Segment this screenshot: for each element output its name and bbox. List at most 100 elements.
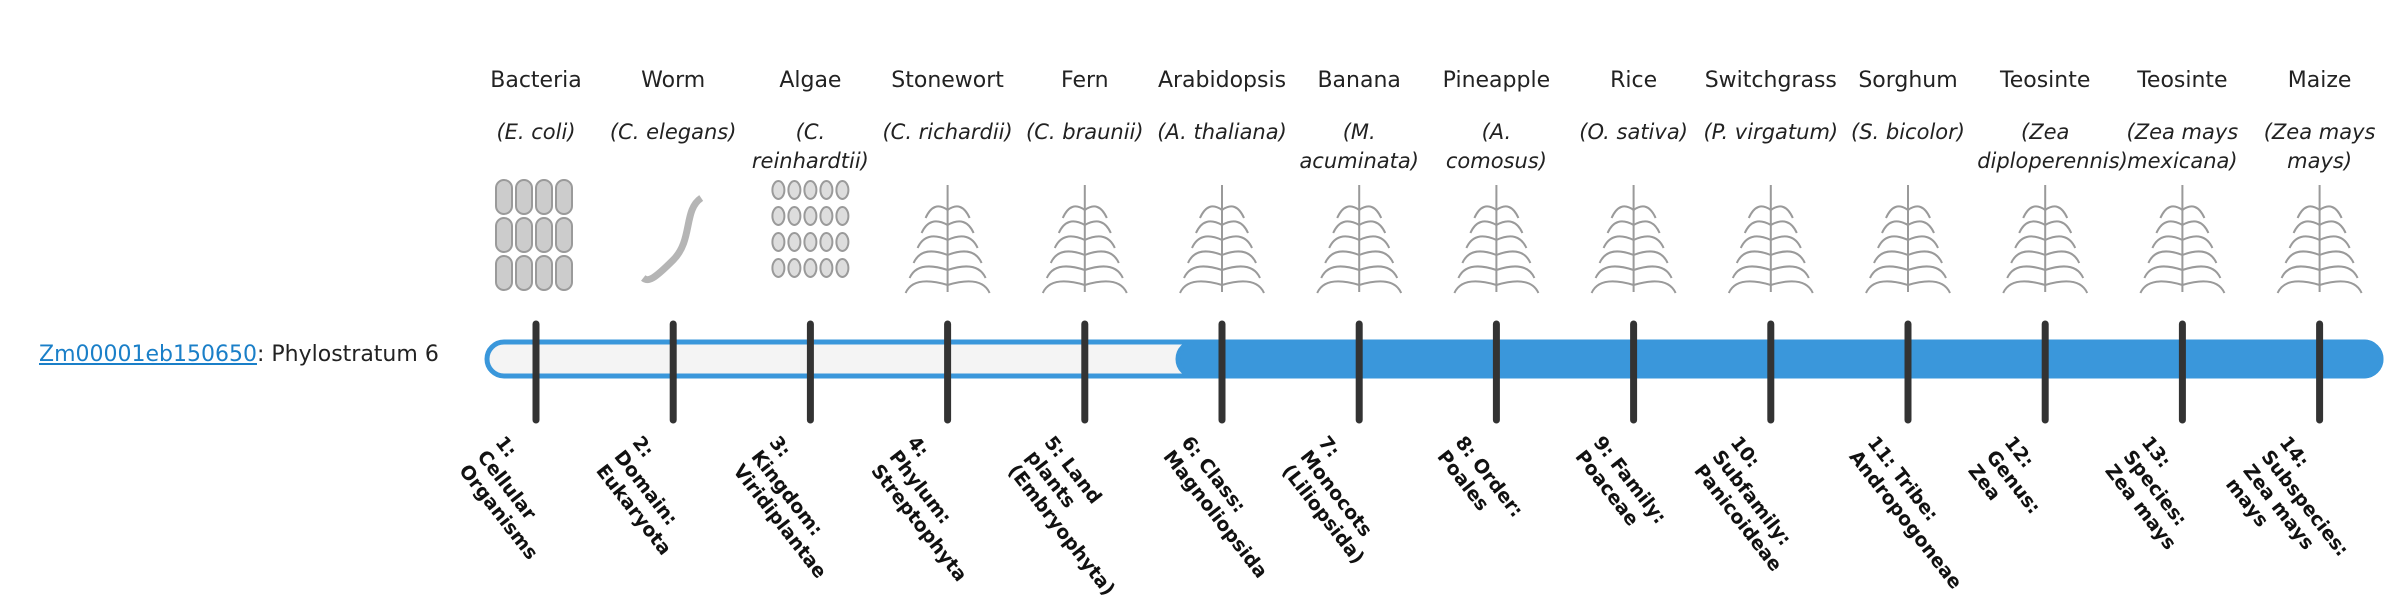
leaf <box>2044 280 2089 294</box>
organism-image <box>495 179 573 291</box>
leaf <box>2319 235 2351 249</box>
leaf <box>2182 250 2218 264</box>
leaf <box>2006 265 2046 279</box>
taxon-name: Bacteria <box>490 68 582 93</box>
leaf <box>1057 220 1086 234</box>
leaf <box>1907 220 1935 234</box>
leaf <box>1084 250 1120 264</box>
cell <box>803 206 818 226</box>
leaf <box>1743 220 1772 234</box>
leaf <box>1590 280 1634 294</box>
leaf <box>1633 250 1669 264</box>
leaf <box>1316 280 1360 294</box>
organism-image <box>1179 185 1265 294</box>
leaf <box>1633 280 1677 294</box>
leaf <box>1594 265 1634 279</box>
leaf <box>1731 265 1772 279</box>
taxon-species: (C. richardii) <box>882 120 1013 144</box>
cell <box>495 179 513 215</box>
leaf <box>2319 265 2359 279</box>
leaf <box>2044 265 2085 279</box>
leaf <box>2276 280 2320 294</box>
taxon-name: Switchgrass <box>1704 68 1837 93</box>
leaf <box>1328 235 1360 249</box>
leaf <box>1358 280 1403 294</box>
gene-link[interactable]: Zm00001eb150650 <box>39 342 257 367</box>
leaf <box>1221 280 1265 294</box>
leaf <box>2319 250 2355 264</box>
taxon-species: (Zea diploperennis) <box>1977 120 2128 174</box>
cell <box>787 180 802 200</box>
leaf <box>1633 220 1661 234</box>
leaf <box>2182 280 2226 294</box>
leaf <box>1084 280 1128 294</box>
leaf <box>1907 205 1931 219</box>
leaf <box>1770 250 1806 264</box>
leaf <box>1084 205 1108 219</box>
taxon-name: Stonewort <box>891 68 1004 93</box>
organism-image <box>1865 185 1951 294</box>
timeline <box>484 179 2384 424</box>
leaf <box>2181 235 2214 249</box>
leaf <box>1877 235 1909 249</box>
leaf <box>1465 235 1497 249</box>
leaf <box>947 205 971 219</box>
leaf <box>1049 250 1086 264</box>
leaf <box>1199 205 1223 219</box>
leaf <box>1469 220 1497 234</box>
cell <box>515 255 533 291</box>
leaf <box>1633 265 1673 279</box>
leaf <box>1324 250 1360 264</box>
cell <box>771 258 786 278</box>
leaf <box>1221 265 1261 279</box>
leaf <box>1336 205 1360 219</box>
leaf <box>1633 205 1657 219</box>
gene-suffix: : Phylostratum <box>256 342 418 367</box>
leaf <box>2181 205 2206 219</box>
leaf <box>1045 265 1086 279</box>
taxon-species: (C. braunii) <box>1026 120 1144 144</box>
taxon-species: (E. coli) <box>496 120 576 144</box>
leaf <box>1747 205 1772 219</box>
leaf <box>1191 235 1223 249</box>
leaf <box>2151 235 2183 249</box>
leaf <box>2002 280 2046 294</box>
leaf <box>1457 265 1497 279</box>
leaf <box>1061 205 1086 219</box>
taxon-name: Fern <box>1061 68 1109 93</box>
cell <box>515 179 533 215</box>
leaf <box>2296 205 2321 219</box>
leaf <box>2181 220 2210 234</box>
cell <box>835 232 850 252</box>
leaf <box>2292 220 2321 234</box>
taxon-species: (O. sativa) <box>1579 120 1688 144</box>
leaf <box>908 265 948 279</box>
leaf <box>2319 280 2363 294</box>
leaf <box>1885 205 1909 219</box>
leaf <box>1633 235 1665 249</box>
leaf <box>2319 205 2343 219</box>
leaf <box>1358 220 1387 234</box>
leaf <box>2014 235 2046 249</box>
leaf <box>1187 250 1223 264</box>
cell <box>803 258 818 278</box>
leaf <box>1221 250 1257 264</box>
leaf <box>1358 235 1391 249</box>
leaf <box>1332 220 1360 234</box>
leaf <box>1907 280 1951 294</box>
leaf <box>1865 280 1909 294</box>
leaf <box>1461 250 1497 264</box>
leaf <box>1907 235 1939 249</box>
leaf <box>2044 205 2069 219</box>
leaf <box>1084 235 1116 249</box>
leaf <box>2288 235 2321 249</box>
leaf <box>1053 235 1086 249</box>
taxon-name: Pineapple <box>1442 68 1551 93</box>
leaf <box>1084 265 1124 279</box>
organism-image <box>1727 185 1814 294</box>
taxon-name: Arabidopsis <box>1157 68 1287 93</box>
leaf <box>2182 265 2222 279</box>
taxon-name: Worm <box>641 68 706 93</box>
leaf <box>1735 250 1772 264</box>
leaf <box>947 250 983 264</box>
